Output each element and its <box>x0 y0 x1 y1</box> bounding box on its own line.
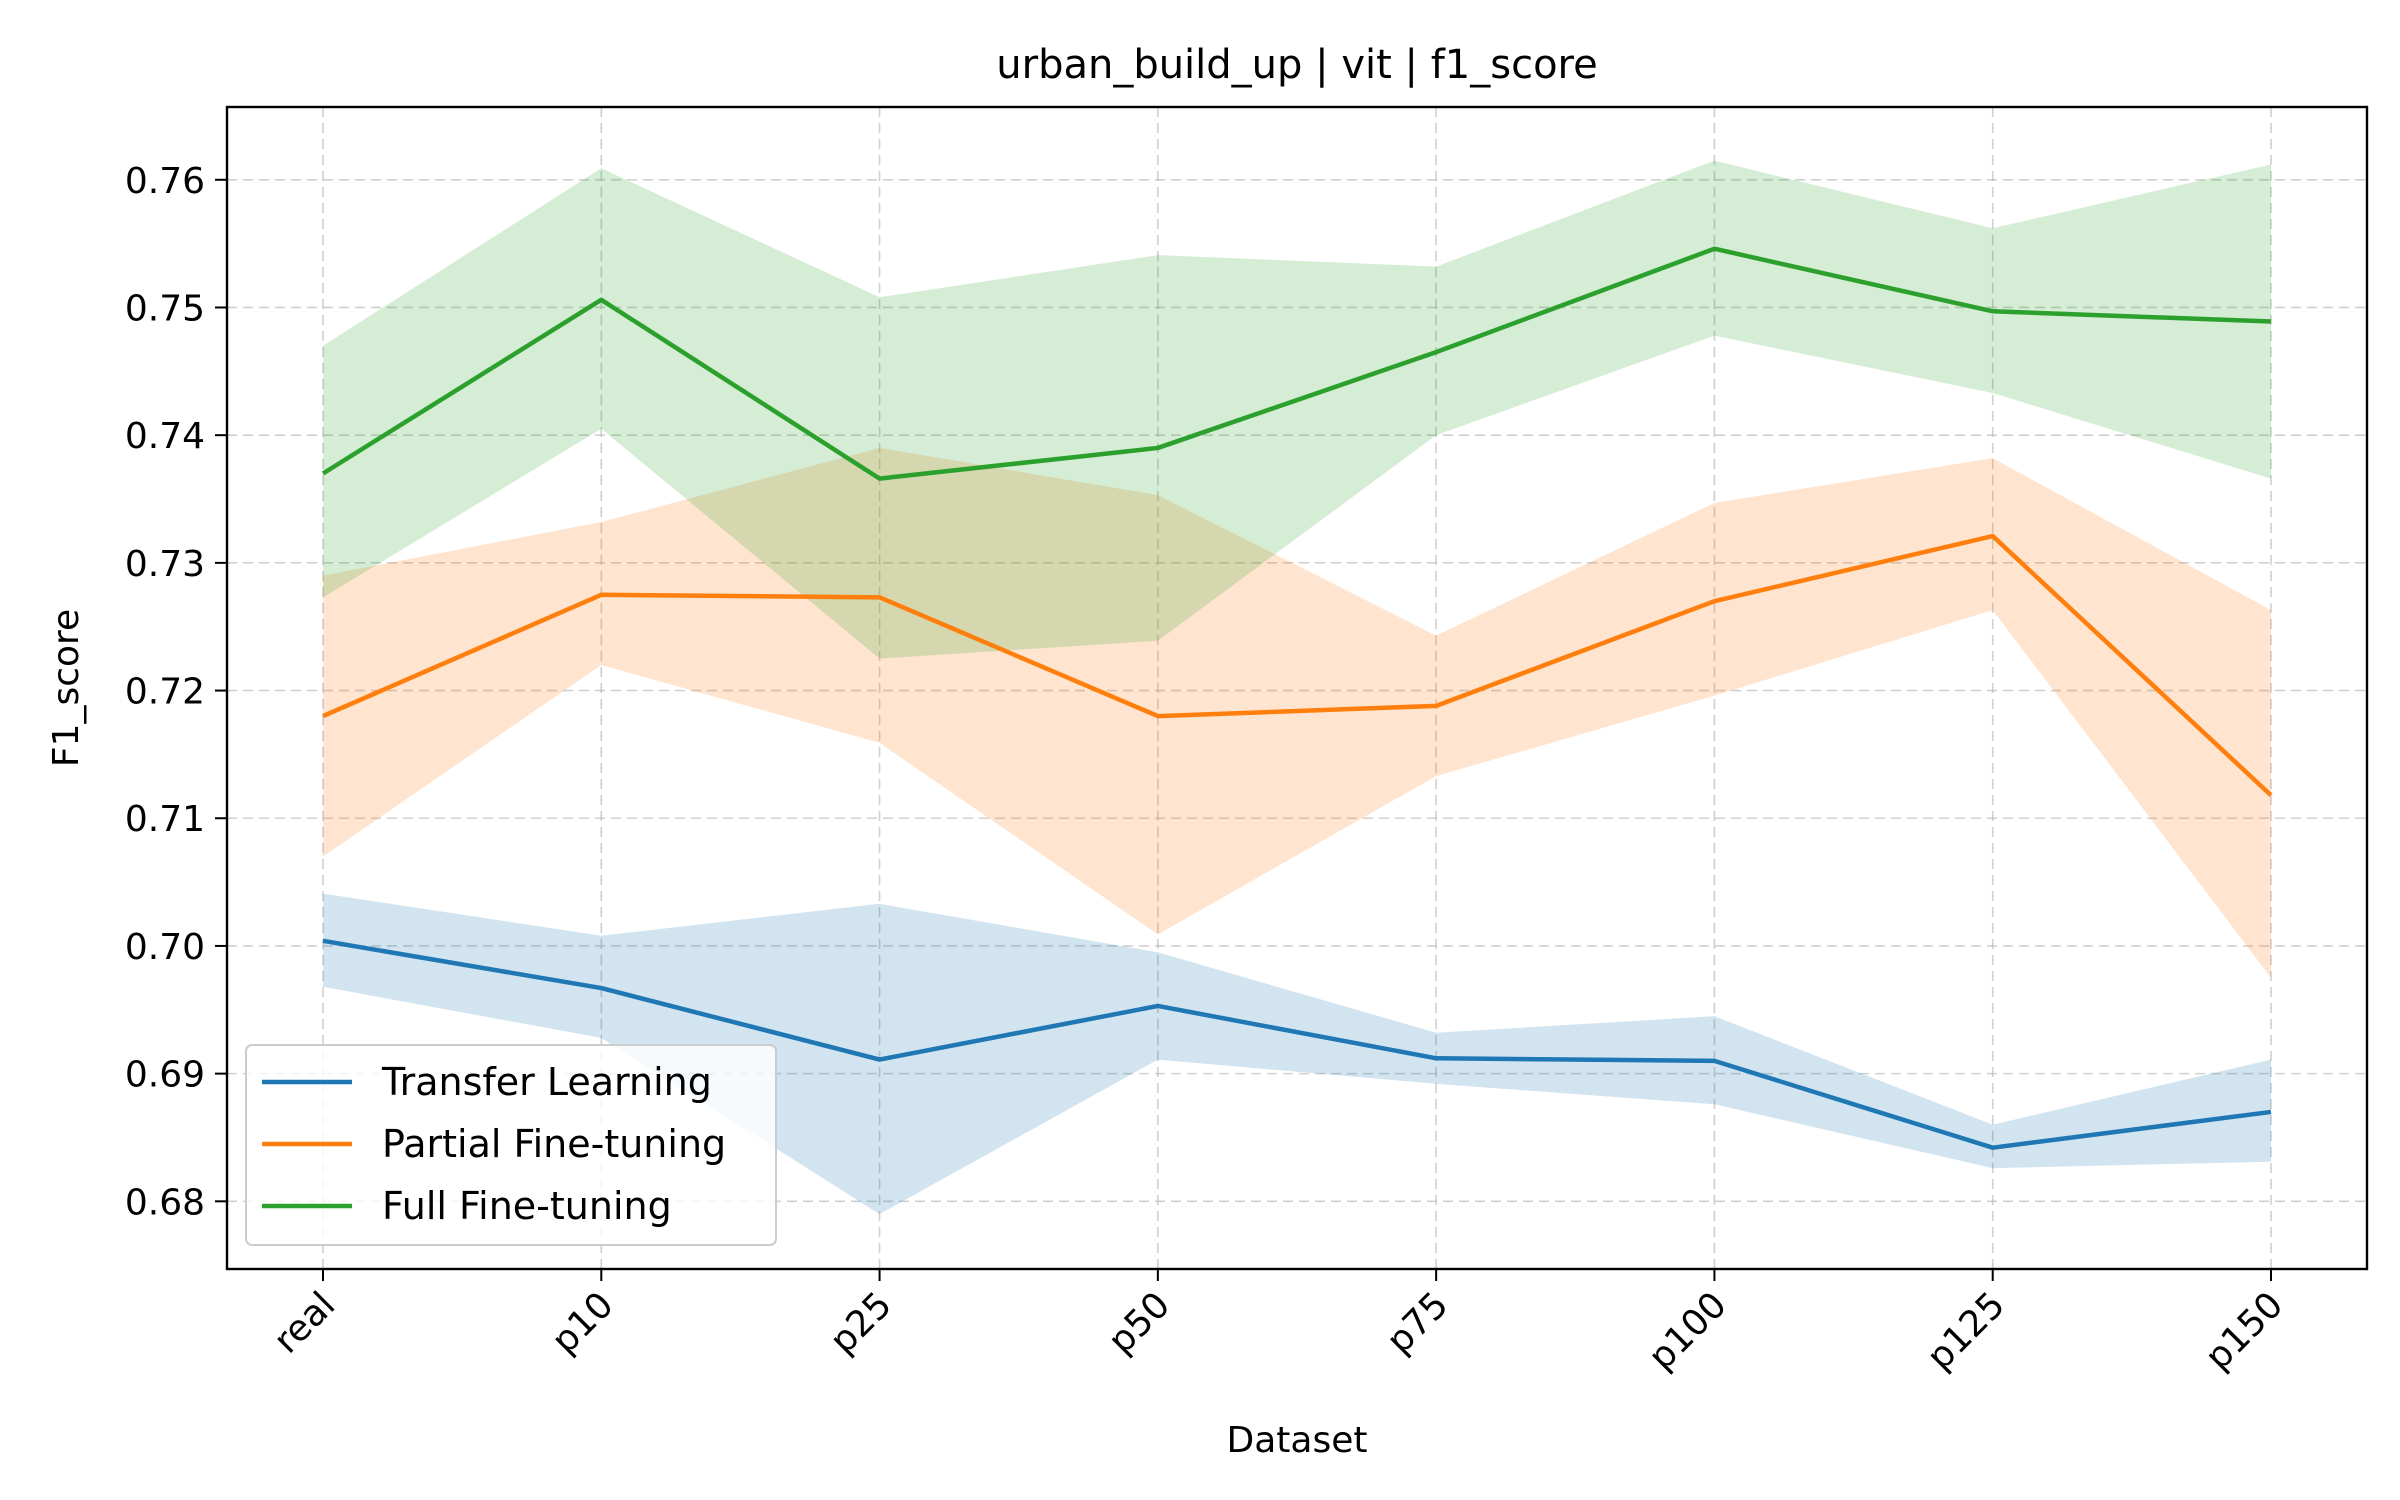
legend-box <box>245 1044 777 1246</box>
legend: Transfer Learning Partial Fine-tuning Full… <box>245 1044 777 1246</box>
y-tick-label: 0.73 <box>125 544 205 585</box>
band-series-3 <box>323 160 2271 659</box>
y-tick-label: 0.69 <box>125 1055 205 1096</box>
x-axis-label: Dataset <box>1227 1420 1368 1461</box>
chart-title: urban_build_up | vit | f1_score <box>996 42 1597 88</box>
series-lines <box>321 246 2273 1150</box>
line-series-3 <box>321 246 2272 481</box>
y-tick-label: 0.71 <box>125 799 205 840</box>
y-tick-label: 0.72 <box>125 672 205 713</box>
line-series-1 <box>322 938 2272 1150</box>
line-series-2 <box>322 533 2273 797</box>
y-axis-ticks: 0.68 0.69 0.70 0.71 0.72 0.73 0.74 0.75 0.76 <box>125 161 227 1223</box>
legend-label-2: Partial Fine-tuning <box>382 1122 726 1166</box>
y-tick-label: 0.76 <box>125 161 205 202</box>
y-tick-label: 0.75 <box>125 288 205 329</box>
y-tick-label: 0.74 <box>125 416 205 457</box>
legend-label-3: Full Fine-tuning <box>382 1184 672 1228</box>
legend-label-1: Transfer Learning <box>381 1060 712 1104</box>
plot-frame <box>225 105 2369 1271</box>
y-axis-label: F1_score <box>46 609 87 767</box>
y-tick-label: 0.70 <box>125 927 205 968</box>
y-tick-label: 0.68 <box>125 1182 205 1223</box>
band-series-1 <box>323 893 2271 1215</box>
